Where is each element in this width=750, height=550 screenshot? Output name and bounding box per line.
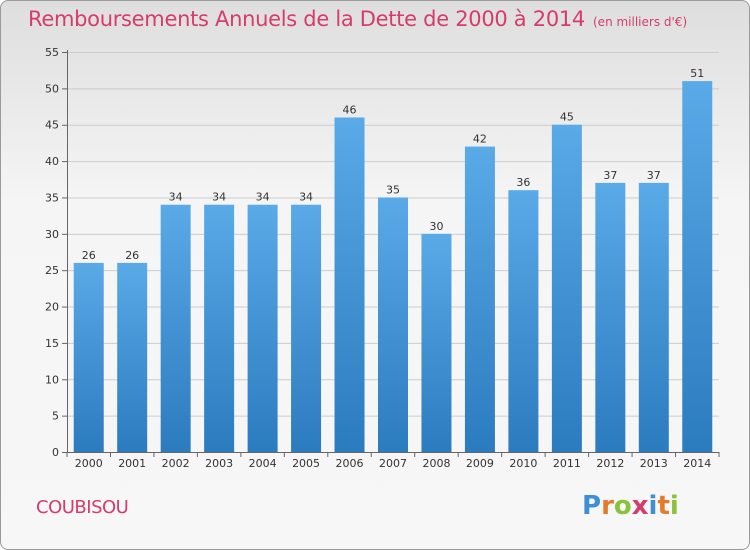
x-tick-label: 2004 xyxy=(249,457,277,470)
bar-value-label: 34 xyxy=(169,191,183,204)
commune-name: COUBISOU xyxy=(36,497,129,518)
y-tick-label: 35 xyxy=(45,191,59,204)
bar-value-label: 26 xyxy=(82,249,96,262)
bar xyxy=(464,146,495,452)
bar-value-label: 36 xyxy=(516,176,530,189)
y-tick-label: 0 xyxy=(52,446,59,459)
x-tick-label: 2012 xyxy=(596,457,624,470)
bar xyxy=(595,182,626,452)
bar xyxy=(160,204,191,452)
x-tick-label: 2005 xyxy=(292,457,320,470)
logo-letter: t xyxy=(657,491,670,521)
y-tick-label: 30 xyxy=(45,228,59,241)
proxiti-logo: Proxiti xyxy=(582,491,679,521)
bar-value-label: 45 xyxy=(560,111,574,124)
bar xyxy=(378,197,408,452)
bar xyxy=(247,204,278,452)
bar xyxy=(204,204,235,452)
chart-title: Remboursements Annuels de la Dette de 20… xyxy=(28,7,687,31)
x-tick-label: 2007 xyxy=(379,457,407,470)
y-tick-label: 45 xyxy=(45,119,59,132)
bar-value-label: 34 xyxy=(256,191,270,204)
chart-title-text: Remboursements Annuels de la Dette de 20… xyxy=(28,7,585,31)
bar xyxy=(73,262,104,452)
logo-letter: i xyxy=(669,491,679,521)
bar xyxy=(334,117,365,453)
x-tick-label: 2009 xyxy=(466,457,494,470)
bar-value-label: 51 xyxy=(690,67,704,80)
bar-value-label: 46 xyxy=(343,103,357,116)
x-tick-label: 2011 xyxy=(553,457,581,470)
bars: 26 26 34 34 34 34 46 35 30 42 36 45 37 37 51 xyxy=(73,67,713,453)
x-tick-label: 2006 xyxy=(336,457,364,470)
x-tick-label: 2010 xyxy=(509,457,537,470)
x-tick-label: 2013 xyxy=(640,457,668,470)
y-tick-label: 15 xyxy=(45,337,59,350)
bar xyxy=(682,81,713,452)
bar-value-label: 37 xyxy=(603,169,617,182)
x-tick-label: 2008 xyxy=(422,457,450,470)
bar-value-label: 26 xyxy=(125,249,139,262)
bar xyxy=(638,182,669,452)
y-tick-label: 50 xyxy=(45,82,59,95)
bar xyxy=(551,124,582,453)
x-tick-label: 2014 xyxy=(683,457,711,470)
bar-value-label: 35 xyxy=(386,183,400,196)
x-tick-label: 2001 xyxy=(118,457,146,470)
axes: 0 5 10 15 20 25 30 35 40 45 50 55 2000 2001 2002 2003 20… xyxy=(45,46,720,470)
bar-value-label: 30 xyxy=(429,220,443,233)
bar-value-label: 42 xyxy=(473,133,487,146)
bar xyxy=(508,190,539,452)
y-tick-label: 5 xyxy=(52,410,59,423)
x-tick-label: 2002 xyxy=(162,457,190,470)
bar xyxy=(291,204,322,452)
bar-value-label: 34 xyxy=(212,191,226,204)
x-tick-label: 2000 xyxy=(75,457,103,470)
bar-value-label: 34 xyxy=(299,191,313,204)
x-tick-label: 2003 xyxy=(205,457,233,470)
bar xyxy=(117,262,148,452)
logo-letter: r xyxy=(601,491,614,521)
y-tick-label: 20 xyxy=(45,301,59,314)
y-tick-label: 25 xyxy=(45,264,59,277)
bar-value-label: 37 xyxy=(647,169,661,182)
chart-subtitle: (en milliers d'€) xyxy=(593,15,688,29)
logo-letter: o xyxy=(613,491,632,521)
y-tick-label: 55 xyxy=(45,46,59,59)
logo-letter: P xyxy=(582,491,602,521)
y-tick-label: 10 xyxy=(45,373,59,386)
y-tick-label: 40 xyxy=(45,155,59,168)
logo-letter: i xyxy=(648,491,658,521)
bar xyxy=(421,233,452,452)
logo-letter: x xyxy=(631,491,649,521)
